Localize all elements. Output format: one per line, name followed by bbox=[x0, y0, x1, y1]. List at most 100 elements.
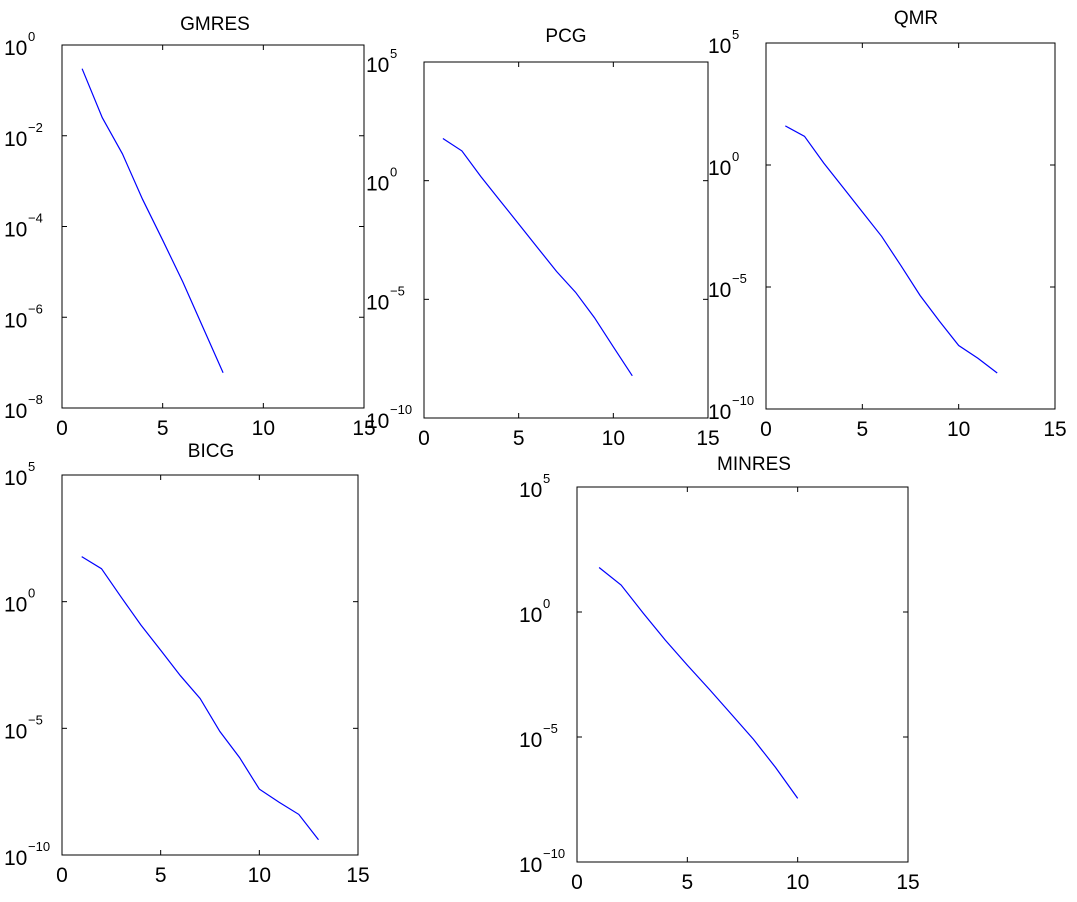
y-tick-base: 10 bbox=[4, 467, 27, 490]
y-tick-base: 10 bbox=[366, 410, 389, 433]
series-line bbox=[81, 556, 319, 841]
x-tick-label: 5 bbox=[155, 864, 167, 887]
x-tick-label: 0 bbox=[56, 417, 68, 440]
y-tick-base: 10 bbox=[519, 854, 542, 877]
y-tick-base: 10 bbox=[4, 309, 27, 332]
y-tick-base: 10 bbox=[708, 279, 731, 302]
y-tick-base: 10 bbox=[4, 128, 27, 151]
y-tick-base: 10 bbox=[366, 291, 389, 314]
y-tick-label: 100 bbox=[708, 149, 739, 180]
y-tick-label: 100 bbox=[366, 165, 397, 196]
x-tick-label: 10 bbox=[947, 418, 970, 441]
y-tick-exponent: −10 bbox=[390, 402, 412, 417]
y-tick-exponent: 0 bbox=[732, 149, 739, 164]
y-tick-label: 100 bbox=[519, 596, 550, 627]
y-tick-base: 10 bbox=[708, 157, 731, 180]
y-tick-label: 105 bbox=[366, 46, 397, 77]
y-tick-exponent: 5 bbox=[28, 459, 35, 474]
y-tick-label: 10−5 bbox=[366, 283, 405, 314]
y-tick-label: 105 bbox=[4, 459, 35, 490]
chart-title: GMRES bbox=[180, 14, 250, 35]
y-tick-base: 10 bbox=[4, 847, 27, 870]
x-tick-label: 10 bbox=[248, 864, 271, 887]
y-tick-label: 10−10 bbox=[519, 846, 565, 877]
x-tick-label: 5 bbox=[681, 871, 693, 894]
y-tick-exponent: −10 bbox=[28, 839, 50, 854]
y-tick-base: 10 bbox=[4, 219, 27, 242]
x-tick-label: 15 bbox=[1043, 418, 1066, 441]
plot-area bbox=[423, 61, 709, 419]
y-tick-label: 10−4 bbox=[4, 211, 43, 242]
y-tick-label: 105 bbox=[708, 27, 739, 58]
chart-title: BICG bbox=[188, 441, 234, 462]
y-tick-exponent: −5 bbox=[543, 721, 558, 736]
chart-title: PCG bbox=[545, 26, 586, 47]
y-tick-label: 10−10 bbox=[708, 393, 754, 424]
y-tick-label: 10−2 bbox=[4, 120, 43, 151]
x-tick-label: 5 bbox=[513, 427, 525, 450]
chart-title: QMR bbox=[894, 8, 938, 29]
x-tick-label: 10 bbox=[786, 871, 809, 894]
y-tick-label: 10−8 bbox=[4, 392, 43, 423]
y-tick-exponent: 5 bbox=[390, 46, 397, 61]
x-tick-label: 0 bbox=[418, 427, 430, 450]
y-tick-base: 10 bbox=[519, 604, 542, 627]
plot-area bbox=[61, 474, 359, 856]
y-tick-label: 105 bbox=[519, 471, 550, 502]
y-tick-exponent: −5 bbox=[732, 271, 747, 286]
y-tick-exponent: 5 bbox=[732, 27, 739, 42]
y-tick-base: 10 bbox=[519, 479, 542, 502]
y-tick-exponent: 5 bbox=[543, 471, 550, 486]
y-tick-label: 10−10 bbox=[366, 402, 412, 433]
y-tick-label: 100 bbox=[4, 586, 35, 617]
y-tick-exponent: 0 bbox=[28, 29, 35, 44]
x-tick-label: 15 bbox=[696, 427, 719, 450]
y-tick-base: 10 bbox=[708, 35, 731, 58]
y-tick-exponent: −6 bbox=[28, 301, 43, 316]
y-tick-exponent: −2 bbox=[28, 120, 43, 135]
plot-area bbox=[765, 42, 1056, 410]
y-tick-exponent: 0 bbox=[390, 165, 397, 180]
x-tick-label: 15 bbox=[346, 864, 369, 887]
y-tick-exponent: −10 bbox=[543, 846, 565, 861]
x-tick-label: 0 bbox=[760, 418, 772, 441]
y-tick-exponent: 0 bbox=[543, 596, 550, 611]
y-tick-exponent: −4 bbox=[28, 211, 43, 226]
y-tick-base: 10 bbox=[366, 173, 389, 196]
x-tick-label: 10 bbox=[602, 427, 625, 450]
chart-title: MINRES bbox=[717, 454, 791, 475]
series-line bbox=[442, 137, 633, 377]
series-line bbox=[81, 68, 224, 373]
y-tick-base: 10 bbox=[4, 594, 27, 617]
y-tick-base: 10 bbox=[4, 37, 27, 60]
y-tick-label: 10−6 bbox=[4, 301, 43, 332]
y-tick-base: 10 bbox=[708, 401, 731, 424]
x-tick-label: 0 bbox=[56, 864, 68, 887]
y-tick-exponent: −8 bbox=[28, 392, 43, 407]
y-tick-label: 10−10 bbox=[4, 839, 50, 870]
y-tick-label: 100 bbox=[4, 29, 35, 60]
series-line bbox=[598, 567, 799, 799]
x-tick-label: 10 bbox=[252, 417, 275, 440]
series-line bbox=[785, 125, 998, 374]
y-tick-exponent: −10 bbox=[732, 393, 754, 408]
x-tick-label: 5 bbox=[157, 417, 169, 440]
y-tick-base: 10 bbox=[519, 729, 542, 752]
y-tick-exponent: −5 bbox=[28, 712, 43, 727]
x-tick-label: 0 bbox=[571, 871, 583, 894]
y-tick-label: 10−5 bbox=[4, 712, 43, 743]
plot-area bbox=[576, 486, 909, 863]
y-tick-label: 10−5 bbox=[519, 721, 558, 752]
y-tick-base: 10 bbox=[366, 54, 389, 77]
x-tick-label: 15 bbox=[352, 417, 375, 440]
plot-area bbox=[61, 44, 365, 409]
x-tick-label: 15 bbox=[896, 871, 919, 894]
y-tick-base: 10 bbox=[4, 400, 27, 423]
y-tick-base: 10 bbox=[4, 720, 27, 743]
